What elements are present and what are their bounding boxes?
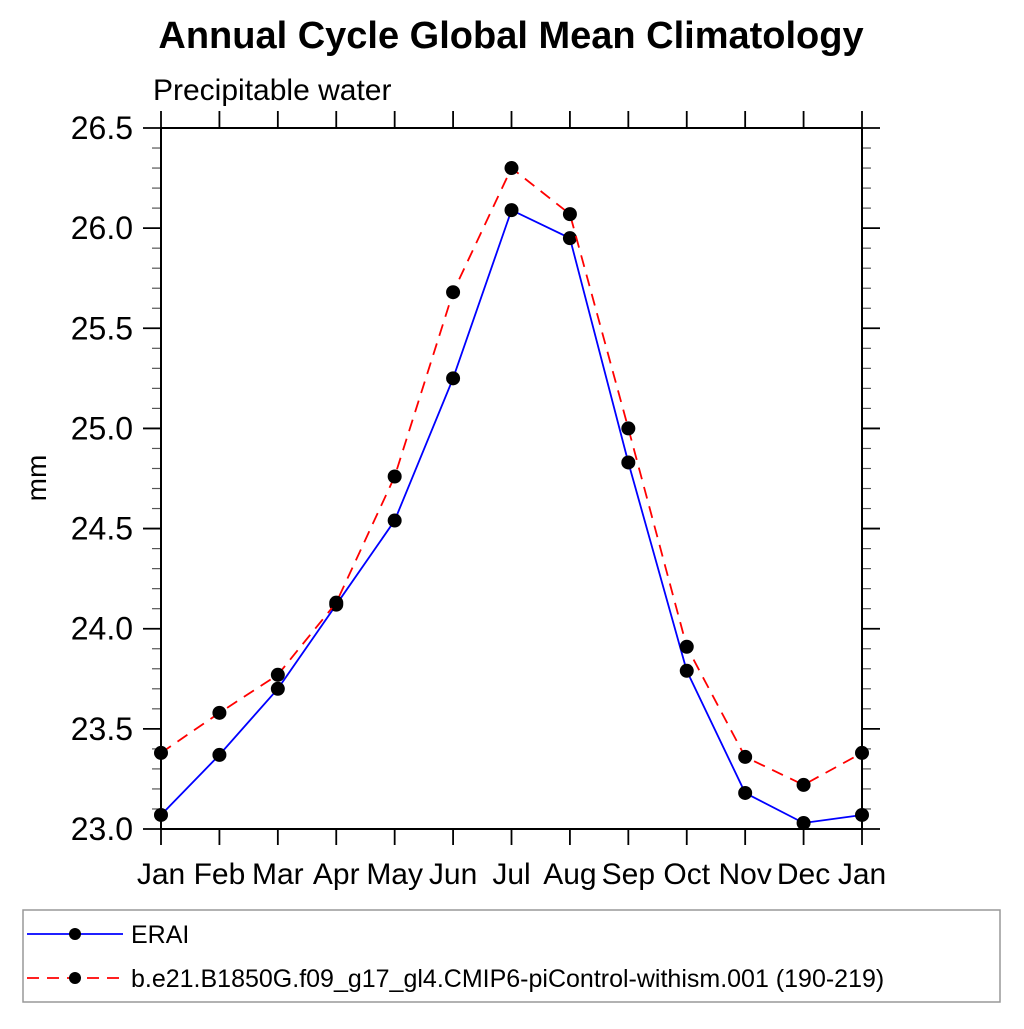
x-tick-label: Aug	[543, 858, 596, 891]
y-tick-label: 25.0	[71, 410, 133, 446]
data-series	[154, 161, 869, 830]
data-point	[154, 807, 168, 822]
x-tick-label: Jan	[137, 858, 185, 891]
plot-frame	[160, 127, 863, 830]
legend-marker-model	[69, 972, 81, 984]
data-point	[270, 681, 285, 696]
data-point	[796, 815, 811, 830]
data-point	[387, 469, 402, 484]
x-tick-label: Nov	[718, 858, 771, 891]
y-tick-label: 26.0	[71, 210, 133, 246]
data-point	[562, 207, 577, 222]
data-point	[329, 595, 344, 610]
data-point	[562, 231, 577, 246]
legend-box	[22, 909, 1001, 1003]
series-line-0	[160, 208, 863, 824]
data-point	[270, 667, 285, 682]
x-tick-label: Oct	[663, 858, 710, 891]
data-point	[504, 203, 519, 218]
axis-tick-labels: Jan Feb Mar Apr May Jun Jul Aug Sep Oct Nov Dec Jan2…	[71, 110, 886, 891]
data-point	[738, 749, 753, 764]
y-tick-label: 23.0	[71, 811, 133, 847]
y-tick-label: 24.5	[71, 511, 133, 547]
x-tick-label: Sep	[602, 858, 655, 891]
x-tick-label: May	[366, 858, 423, 891]
data-point	[212, 705, 227, 720]
data-point	[446, 285, 461, 300]
y-tick-label: 24.0	[71, 611, 133, 647]
data-point	[621, 455, 636, 470]
y-tick-label: 23.5	[71, 711, 133, 747]
axis-ticks	[143, 111, 880, 845]
x-tick-label: Apr	[313, 858, 360, 891]
data-point	[212, 747, 227, 762]
x-tick-label: Dec	[777, 858, 830, 891]
legend-marker-erai	[69, 928, 81, 940]
legend: ERAI b.e21.B1850G.f09_g17_gl4.CMIP6-piCo…	[22, 909, 1001, 1003]
data-point	[446, 371, 461, 386]
data-point	[738, 785, 753, 800]
x-tick-label: Jan	[838, 858, 886, 891]
legend-label-model: b.e21.B1850G.f09_g17_gl4.CMIP6-piControl…	[131, 965, 884, 993]
data-point	[679, 639, 694, 654]
chart-title: Annual Cycle Global Mean Climatology	[158, 15, 863, 57]
chart-subtitle: Precipitable water	[153, 74, 391, 107]
y-tick-label: 26.5	[71, 110, 133, 146]
data-point	[855, 745, 869, 760]
x-tick-label: Feb	[194, 858, 246, 891]
data-point	[504, 161, 519, 176]
data-point	[855, 807, 869, 822]
data-point	[679, 663, 694, 678]
legend-label-erai: ERAI	[131, 921, 189, 949]
x-tick-label: Jun	[429, 858, 477, 891]
data-point	[154, 745, 168, 760]
data-point	[387, 513, 402, 528]
y-tick-label: 25.5	[71, 310, 133, 346]
data-point	[796, 777, 811, 792]
series-line-1	[160, 166, 863, 786]
y-axis-label: mm	[21, 455, 52, 502]
x-tick-label: Mar	[252, 858, 304, 891]
data-point	[621, 421, 636, 436]
x-tick-label: Jul	[492, 858, 530, 891]
